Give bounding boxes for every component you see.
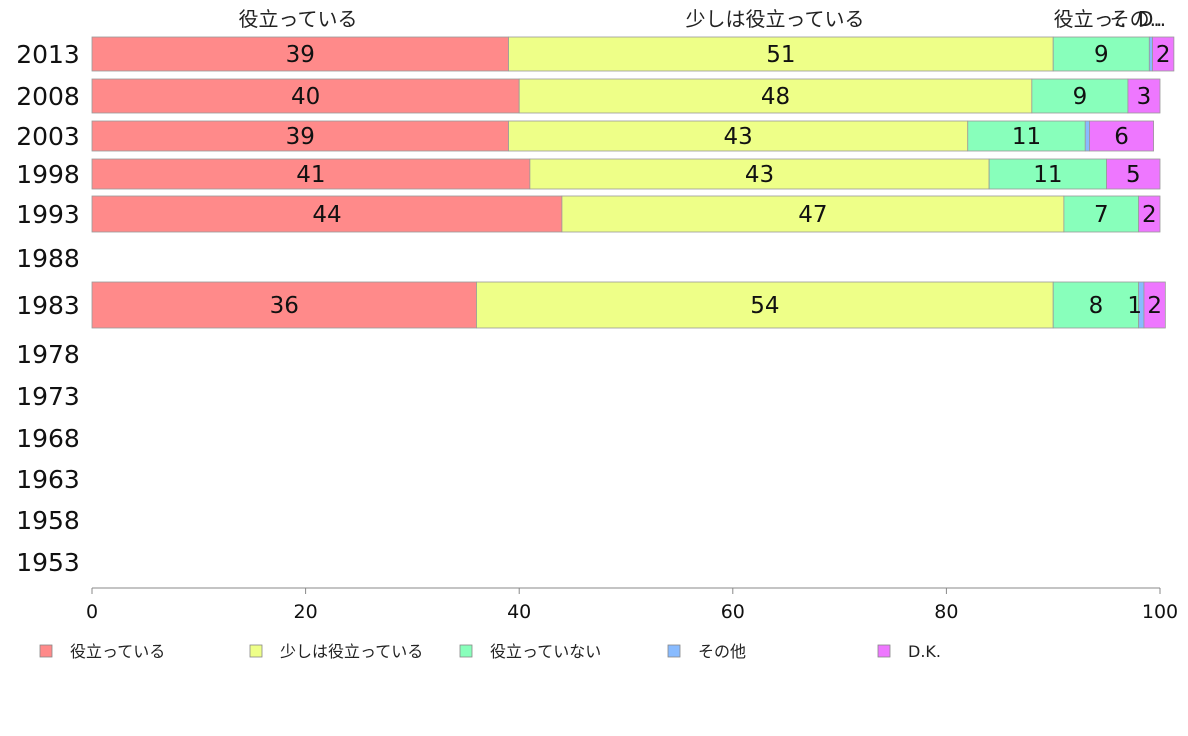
bar-1993-series-1 [561,195,1065,233]
data-label-2003-series-1: 43 [723,124,752,150]
top-label-1: 少しは役立っている [686,7,865,31]
year-label-1963: 1963 [16,465,80,494]
bar-2008-series-4 [1127,78,1161,114]
legend-swatch-2 [459,644,473,658]
data-label-2013-series-1: 51 [766,42,795,68]
legend-swatch-3 [667,644,681,658]
bars: 39 51 9 240 48 9 339 43 11 641 43 11 544 47 7 236 54 8 1 2 [91,36,1175,329]
legend-label-1: 少しは役立っている [280,642,423,661]
data-label-2003-series-4: 6 [1114,124,1129,150]
year-label-1973: 1973 [16,382,80,411]
data-label-1983-series-2: 8 [1089,293,1104,319]
data-label-1983-series-3: 1 [1127,293,1142,319]
legend: 役立っている 少しは役立っている 役立っていない その他 D.K. [39,642,941,661]
bar-2003-series-0 [91,120,509,152]
data-label-2008-series-2: 9 [1073,84,1088,110]
bar-1983-series-4 [1143,281,1166,329]
year-label-1983: 1983 [16,291,80,320]
data-label-1998-series-4: 5 [1126,162,1141,188]
legend-label-2: 役立っていない [490,642,601,661]
data-label-1983-series-0: 36 [270,293,299,319]
data-label-2008-series-1: 48 [761,84,790,110]
year-label-1958: 1958 [16,506,80,535]
top-label-3: その.. [1110,7,1163,31]
data-label-2003-series-2: 11 [1012,124,1041,150]
bar-1998-series-4 [1106,158,1161,190]
bar-2008-series-1 [518,78,1033,114]
data-label-2008-series-0: 40 [291,84,320,110]
bar-1993-series-4 [1138,195,1161,233]
data-label-1998-series-1: 43 [745,162,774,188]
year-label-1953: 1953 [16,548,80,577]
data-label-1983-series-4: 2 [1147,293,1162,319]
bar-2013-series-3 [1148,36,1153,72]
bar-1983-series-1 [476,281,1054,329]
year-label-1998: 1998 [16,160,80,189]
year-label-1968: 1968 [16,424,80,453]
bar-2003-series-1 [508,120,969,152]
top-label-0: 役立っている [239,7,358,31]
data-label-2008-series-4: 3 [1137,84,1152,110]
legend-swatch-1 [249,644,263,658]
data-label-1998-series-2: 11 [1033,162,1062,188]
bar-2003-series-2 [967,120,1086,152]
year-label-2003: 2003 [16,122,80,151]
bar-1983-series-2 [1052,281,1140,329]
bar-2013-series-4 [1152,36,1175,72]
bar-1993-series-0 [91,195,563,233]
bar-1998-series-2 [988,158,1107,190]
legend-swatch-0 [39,644,53,658]
data-label-2013-series-2: 9 [1094,42,1109,68]
data-label-2003-series-0: 39 [286,124,315,150]
x-axis: 0 20 40 60 80 100 [86,587,1178,623]
bar-1993-series-2 [1063,195,1140,233]
category-axis: 2013 2008 2003 1998 1993 1988 1983 1978 1973 1968… [16,40,80,577]
year-label-1988: 1988 [16,244,80,273]
year-label-2008: 2008 [16,82,80,111]
x-tick-label-100: 100 [1142,601,1178,623]
x-tick-label-40: 40 [507,601,531,623]
legend-label-4: D.K. [908,642,941,661]
data-label-2013-series-0: 39 [286,42,315,68]
year-label-1978: 1978 [16,340,80,369]
bar-2008-series-0 [91,78,520,114]
legend-swatch-4 [877,644,891,658]
bar-2003-series-4 [1089,120,1154,152]
series-top-labels: 役立っている 少しは役立っている 役立っ..その..D.. [239,7,1167,31]
data-label-1993-series-2: 7 [1094,202,1109,228]
data-label-1998-series-0: 41 [296,162,325,188]
x-tick-label-20: 20 [294,601,318,623]
data-label-1993-series-0: 44 [312,202,341,228]
bar-1983-series-0 [91,281,477,329]
bar-2003-series-3 [1084,120,1090,152]
bar-1998-series-1 [529,158,990,190]
bar-2013-series-0 [91,36,509,72]
year-label-2013: 2013 [16,40,80,69]
year-label-1993: 1993 [16,200,80,229]
x-tick-label-80: 80 [934,601,958,623]
top-label-2: 役立っ.. [1054,7,1127,31]
x-tick-label-0: 0 [86,601,98,623]
data-label-2013-series-4: 2 [1156,42,1171,68]
legend-label-0: 役立っている [70,642,165,661]
legend-label-3: その他 [698,642,746,661]
x-tick-label-60: 60 [721,601,745,623]
top-label-4: D.. [1138,7,1166,31]
data-label-1983-series-1: 54 [750,293,779,319]
data-label-1993-series-4: 2 [1142,202,1157,228]
data-label-1993-series-1: 47 [798,202,827,228]
bar-2008-series-2 [1031,78,1129,114]
